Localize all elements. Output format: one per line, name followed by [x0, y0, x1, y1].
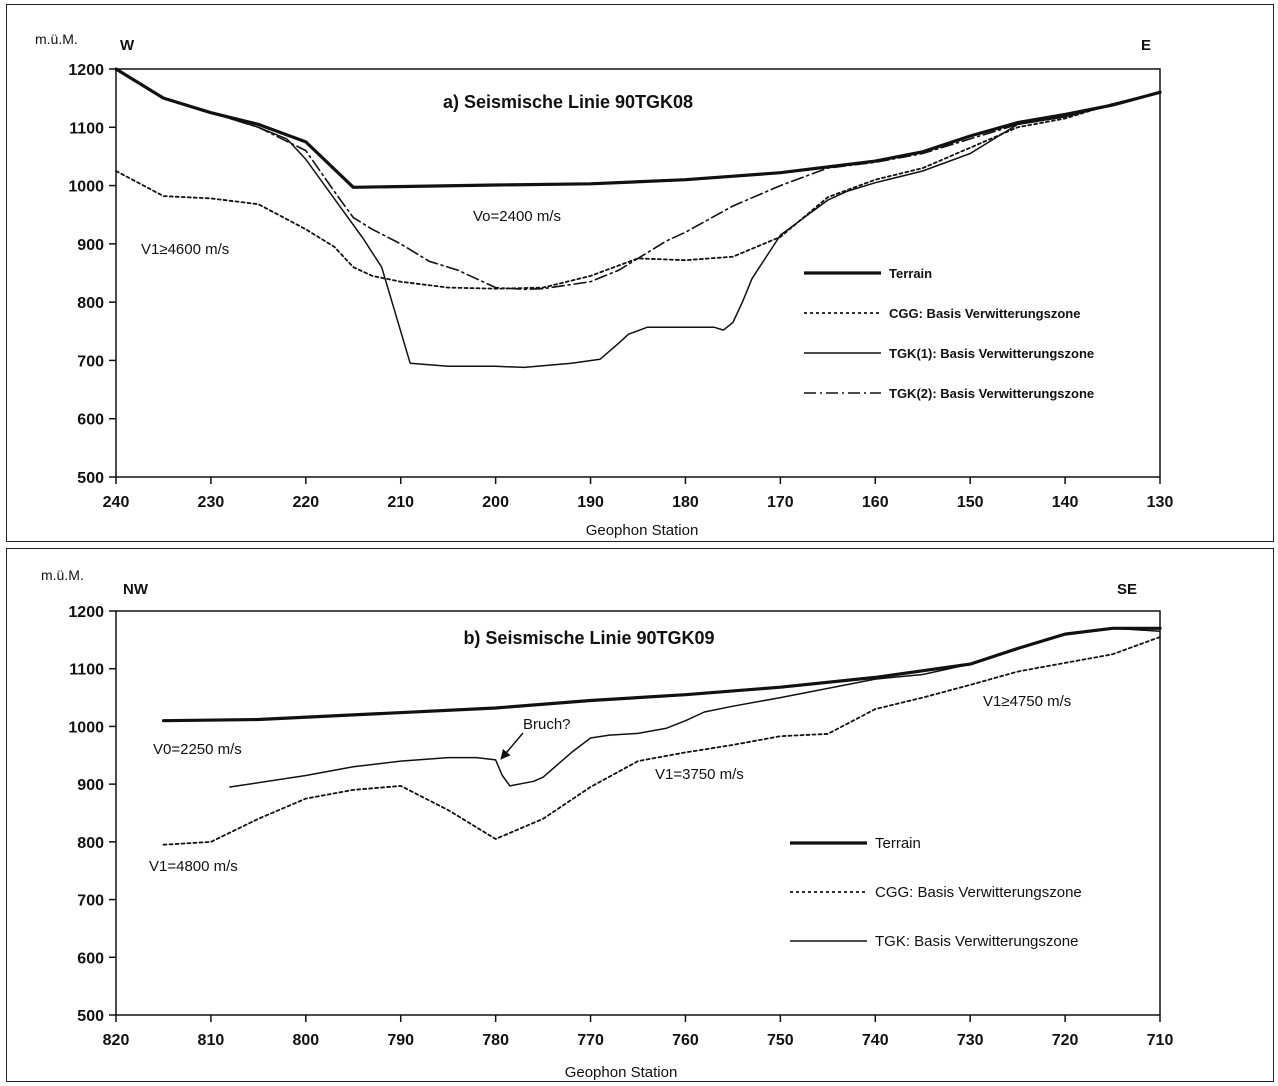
chart-a-legend-tgk2: TGK(2): Basis Verwitterungszone — [889, 386, 1094, 401]
chart-b-y-tick-label: 1200 — [68, 604, 104, 621]
chart-panel-b: 1200 1100 1000 900 800 700 600 500 820 810 800 790 7… — [6, 548, 1274, 1082]
chart-a-legend-terrain: Terrain — [889, 266, 932, 281]
chart-a-x-tick-label: 130 — [1147, 494, 1174, 511]
chart-a-legend-cgg: CGG: Basis Verwitterungszone — [889, 306, 1080, 321]
chart-b-x-tick-label: 800 — [292, 1032, 319, 1049]
chart-panel-a: 1200 1100 1000 900 800 700 600 500 240 230 220 210 2… — [6, 4, 1274, 542]
chart-a-x-tick-label: 150 — [957, 494, 984, 511]
chart-b-x-tick-label: 760 — [672, 1032, 699, 1049]
chart-b-x-tick-label: 740 — [862, 1032, 889, 1049]
chart-b-x-tick-label: 710 — [1147, 1032, 1174, 1049]
chart-b-x-tick-label: 780 — [482, 1032, 509, 1049]
chart-b-x-tick-label: 810 — [198, 1032, 225, 1049]
chart-b-x-tick-label: 720 — [1052, 1032, 1079, 1049]
chart-a-x-tick-label: 220 — [292, 494, 319, 511]
chart-a-x-tick-label: 230 — [198, 494, 225, 511]
chart-a-y-tick-label: 500 — [77, 470, 104, 487]
chart-b-axes: 1200 1100 1000 900 800 700 600 500 820 810 800 790 7… — [68, 604, 1173, 1049]
chart-a-series-line-1 — [114, 67, 1162, 189]
chart-b-y-tick-label: 900 — [77, 777, 104, 794]
chart-b-series-line-3 — [229, 627, 1161, 788]
chart-b-x-tick-label: 770 — [577, 1032, 604, 1049]
chart-a-x-tick-label: 140 — [1052, 494, 1079, 511]
chart-a-x-tick-label: 160 — [862, 494, 889, 511]
chart-b-left-direction: NW — [123, 581, 149, 598]
chart-a-axes: 1200 1100 1000 900 800 700 600 500 240 230 220 210 2… — [68, 62, 1173, 511]
chart-b-x-tick-label: 820 — [103, 1032, 130, 1049]
chart-b-right-direction: SE — [1117, 581, 1137, 598]
chart-a-y-tick-label: 800 — [77, 295, 104, 312]
chart-b-y-tick-label: 1100 — [69, 662, 104, 679]
chart-b-annotation-v1-4750: V1≥4750 m/s — [983, 693, 1071, 710]
chart-a-x-tick-label: 240 — [103, 494, 130, 511]
chart-b-legend: Terrain CGG: Basis Verwitterungszone TGK… — [790, 835, 1082, 950]
chart-a-ylabel: m.ü.M. — [35, 31, 78, 47]
chart-a-series-line-2 — [115, 91, 1161, 290]
chart-a-annotation-v1: V1≥4600 m/s — [141, 241, 229, 258]
chart-b-xlabel: Geophon Station — [565, 1064, 678, 1081]
chart-a-x-tick-label: 190 — [577, 494, 604, 511]
chart-a-y-tick-label: 900 — [77, 237, 104, 254]
chart-a-y-tick-label: 1100 — [69, 120, 104, 137]
chart-a-x-tick-label: 210 — [387, 494, 414, 511]
chart-a-legend: Terrain CGG: Basis Verwitterungszone TGK… — [804, 266, 1094, 401]
chart-b-title: b) Seismische Linie 90TGK09 — [463, 628, 714, 648]
chart-a-y-tick-label: 1000 — [68, 179, 104, 196]
chart-a-y-tick-label: 1200 — [68, 62, 104, 79]
chart-b-y-tick-label: 600 — [77, 950, 104, 967]
chart-b-plot-frame — [115, 610, 1161, 1016]
chart-a-title: a) Seismische Linie 90TGK08 — [443, 92, 693, 112]
chart-a-right-direction: E — [1141, 37, 1151, 54]
chart-b-y-tick-label: 1000 — [68, 719, 104, 736]
chart-b-bruch-arrow — [500, 732, 524, 760]
chart-a-plot-frame — [115, 68, 1161, 478]
chart-b-y-tick-label: 800 — [77, 835, 104, 852]
chart-b-annotation-v0: V0=2250 m/s — [153, 741, 242, 758]
chart-b-legend-terrain: Terrain — [875, 835, 921, 852]
chart-a-legend-tgk1: TGK(1): Basis Verwitterungszone — [889, 346, 1094, 361]
chart-a-y-tick-label: 600 — [77, 412, 104, 429]
chart-b-series-line-2 — [162, 636, 1161, 846]
chart-b-legend-tgk: TGK: Basis Verwitterungszone — [875, 933, 1078, 950]
chart-a-x-tick-label: 200 — [482, 494, 509, 511]
chart-b-annotation-v1-4800: V1=4800 m/s — [149, 858, 238, 875]
chart-b-x-tick-label: 730 — [957, 1032, 984, 1049]
chart-a-x-tick-label: 170 — [767, 494, 794, 511]
chart-a-series-line-4 — [115, 68, 1161, 291]
chart-b-legend-cgg: CGG: Basis Verwitterungszone — [875, 884, 1082, 901]
chart-a-x-tick-label: 180 — [672, 494, 699, 511]
chart-b-annotation-v1-3750: V1=3750 m/s — [655, 766, 744, 783]
chart-b-annotation-bruch: Bruch? — [523, 716, 571, 733]
chart-a-annotation-vo: Vo=2400 m/s — [473, 208, 561, 225]
chart-a-y-tick-label: 700 — [77, 353, 104, 370]
chart-a-svg: 1200 1100 1000 900 800 700 600 500 240 230 220 210 2… — [35, 31, 1173, 539]
chart-a-series-line-3 — [115, 68, 1161, 369]
chart-b-plot — [161, 626, 1162, 846]
chart-b-y-tick-label: 500 — [77, 1008, 104, 1025]
chart-b-x-tick-label: 790 — [387, 1032, 414, 1049]
chart-b-y-tick-label: 700 — [77, 893, 104, 910]
chart-b-x-tick-label: 750 — [767, 1032, 794, 1049]
chart-b-svg: 1200 1100 1000 900 800 700 600 500 820 810 800 790 7… — [41, 567, 1173, 1081]
chart-a-xlabel: Geophon Station — [586, 522, 699, 539]
chart-b-ylabel: m.ü.M. — [41, 567, 84, 583]
chart-a-left-direction: W — [120, 37, 135, 54]
chart-a-plot — [114, 67, 1162, 369]
